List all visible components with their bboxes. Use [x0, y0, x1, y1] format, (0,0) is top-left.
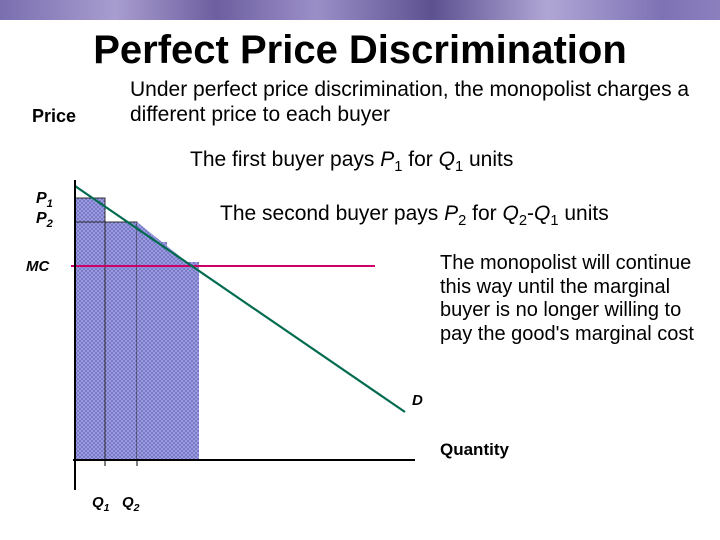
page-title: Perfect Price Discrimination — [0, 28, 720, 73]
chart-svg — [55, 180, 435, 500]
mc-label: MC — [26, 258, 49, 275]
explanation-line-1: The first buyer pays P1 for Q1 units — [190, 148, 710, 175]
price-discrimination-chart — [55, 180, 435, 500]
p1-label: P1 — [36, 190, 53, 210]
explanation-paragraph-3: The monopolist will continue this way un… — [440, 252, 710, 346]
p2-label: P2 — [36, 210, 53, 230]
x-axis-label: Quantity — [440, 440, 509, 460]
intro-text: Under perfect price discrimination, the … — [130, 78, 690, 128]
decorative-top-bar — [0, 0, 720, 20]
y-axis-label: Price — [32, 106, 76, 127]
